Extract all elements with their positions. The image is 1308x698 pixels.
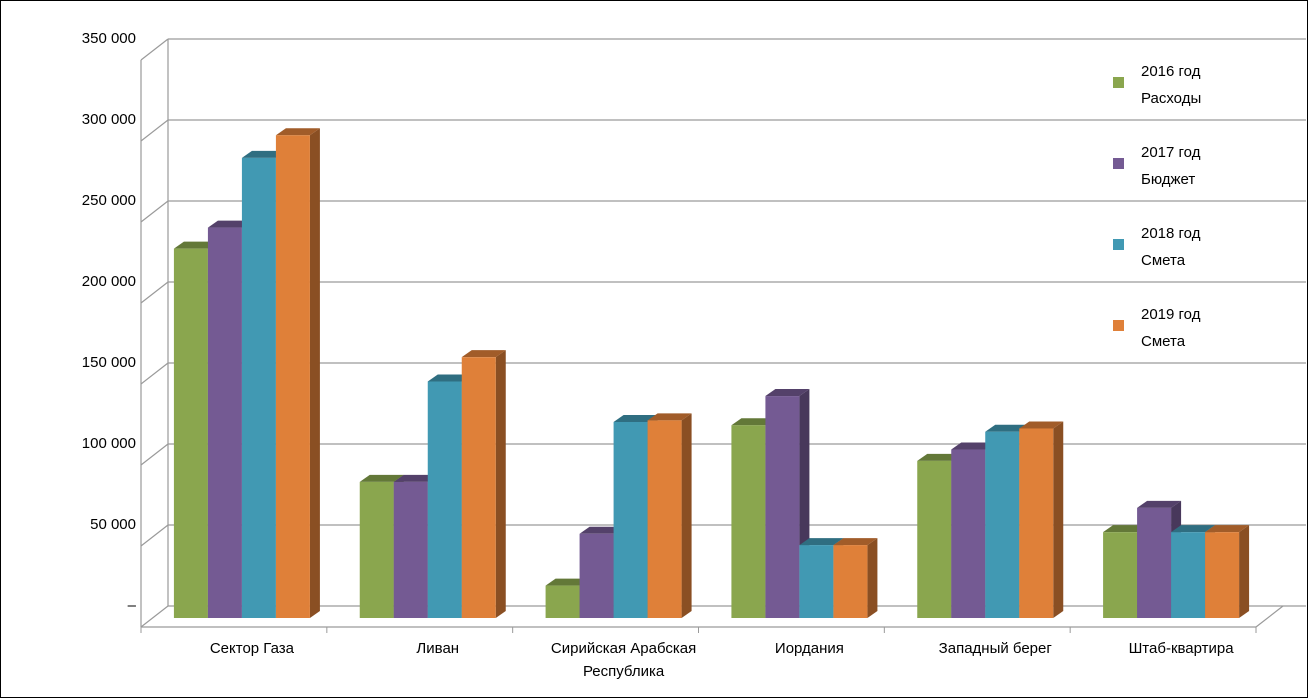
bar-front [241, 157, 276, 619]
bar-front [579, 533, 614, 618]
category-label: Иордания [775, 640, 844, 657]
bar-front [359, 481, 394, 618]
bar [1019, 421, 1064, 618]
bar-front [731, 425, 766, 618]
category-label: Штаб-квартира [1129, 640, 1235, 657]
gridline-diagonal [140, 605, 169, 628]
bar [765, 389, 810, 618]
bar-top [765, 389, 810, 397]
bar-top [1103, 525, 1148, 533]
bar-front [1205, 532, 1240, 618]
bar [1205, 525, 1250, 618]
bar-side [681, 413, 692, 618]
bar-top [613, 414, 658, 422]
bar-front [173, 248, 208, 618]
bar-top [173, 241, 218, 249]
bar [461, 350, 506, 618]
bar-top [985, 424, 1030, 432]
legend-swatch [1113, 239, 1124, 250]
y-tick-label: 100 000 [82, 435, 136, 452]
bar-front [1019, 428, 1054, 618]
floor-edge [1255, 605, 1284, 628]
y-tick-label: 50 000 [90, 516, 136, 533]
legend-label: 2017 год Бюджет [1141, 144, 1201, 188]
bar [833, 538, 878, 618]
bar-side [495, 350, 506, 618]
bar-side [1053, 421, 1064, 618]
category-label: Западный берег [939, 640, 1053, 657]
bar-top [241, 150, 286, 158]
bar-top [1137, 500, 1182, 508]
category-label: Сирийская Арабская Республика [551, 640, 696, 680]
y-tick-label: – [128, 597, 137, 614]
bar-top [799, 538, 844, 546]
y-tick-label: 200 000 [82, 273, 136, 290]
legend-label: 2019 год Смета [1141, 306, 1201, 350]
bar-front [985, 431, 1020, 618]
legend-label: 2018 год Смета [1141, 225, 1201, 269]
legend-label: 2016 год Расходы [1141, 63, 1201, 107]
bar-top [647, 413, 692, 421]
gridline-diagonal [140, 38, 169, 61]
legend-swatch [1113, 158, 1124, 169]
bar-front [275, 135, 310, 619]
bar-front [833, 545, 868, 618]
y-tick-label: 350 000 [82, 30, 136, 47]
bar-side [309, 128, 320, 618]
bar-front [461, 357, 496, 618]
category-label: Ливан [416, 640, 459, 657]
bar-front [427, 381, 462, 618]
bar [647, 413, 692, 618]
bar-front [207, 227, 242, 618]
gridline-diagonal [140, 200, 169, 223]
bar-top [579, 526, 624, 534]
gridline-diagonal [140, 362, 169, 385]
bar-side [867, 538, 878, 618]
bar-top [393, 474, 438, 482]
bar-top [951, 442, 996, 450]
bar-front [393, 481, 428, 618]
bar-front [545, 585, 580, 618]
legend-swatch [1113, 77, 1124, 88]
legend-swatch [1113, 320, 1124, 331]
bar-top [461, 350, 506, 358]
bar-front [1137, 507, 1172, 618]
bar-front [765, 396, 800, 618]
bar-top [427, 374, 472, 382]
gridline-diagonal [140, 443, 169, 466]
gridline-diagonal [140, 119, 169, 142]
bar-top [917, 453, 962, 461]
bar-top [275, 128, 320, 136]
bar-top [207, 220, 252, 228]
y-tick-label: 250 000 [82, 192, 136, 209]
category-label: Сектор Газа [210, 640, 295, 657]
bar-front [799, 545, 834, 618]
bar [275, 128, 320, 619]
bar-front [647, 420, 682, 618]
bar-top [731, 418, 776, 426]
bar-top [1019, 421, 1064, 429]
bar-front [613, 421, 648, 618]
bar-front [951, 449, 986, 618]
y-tick-label: 150 000 [82, 354, 136, 371]
gridline-diagonal [140, 281, 169, 304]
y-tick-label: 300 000 [82, 111, 136, 128]
bar-front [1103, 532, 1138, 618]
bar-front [1171, 532, 1206, 618]
bar-top [545, 578, 590, 586]
gridline-diagonal [140, 524, 169, 547]
bar-top [1171, 525, 1216, 533]
bar-side [1239, 525, 1250, 618]
bar-front [917, 460, 952, 618]
bar-top [833, 538, 878, 546]
bar-top [359, 474, 404, 482]
bar-top [1205, 525, 1250, 533]
